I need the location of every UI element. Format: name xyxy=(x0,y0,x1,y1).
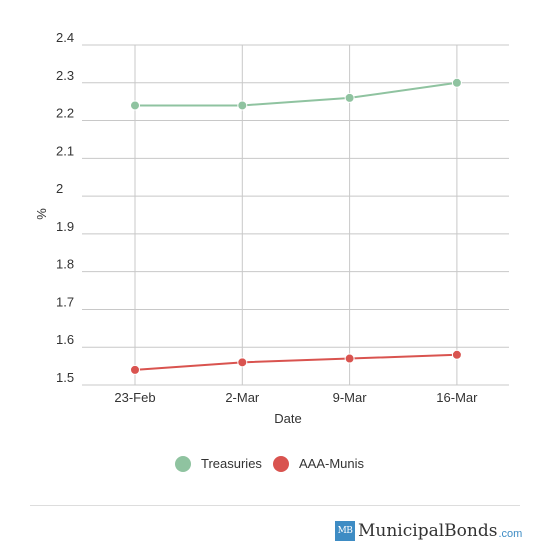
y-tick-label: 2.2 xyxy=(56,106,74,121)
y-tick-label: 1.5 xyxy=(56,370,74,385)
logo-mark-icon: MB xyxy=(335,521,355,541)
legend-label: Treasuries xyxy=(201,456,262,471)
line-chart: 1.5 1.6 1.7 1.8 1.9 2 2.1 2.2 2.3 2.4 23-Feb 2-Mar… xyxy=(34,30,509,472)
data-point xyxy=(237,357,248,368)
x-axis-ticks: 23-Feb 2-Mar 9-Mar 16-Mar xyxy=(114,390,478,405)
logo-text: MunicipalBonds xyxy=(358,521,498,541)
x-tick-label: 23-Feb xyxy=(114,390,155,405)
y-tick-label: 1.8 xyxy=(56,257,74,272)
x-axis-title: Date xyxy=(274,411,301,426)
legend: Treasuries AAA-Munis xyxy=(175,456,365,472)
y-axis-ticks: 1.5 1.6 1.7 1.8 1.9 2 2.1 2.2 2.3 2.4 xyxy=(56,30,74,385)
legend-marker-icon xyxy=(273,456,289,472)
y-tick-label: 1.9 xyxy=(56,219,74,234)
x-tick-label: 2-Mar xyxy=(225,390,260,405)
footer-divider xyxy=(30,505,520,506)
data-point xyxy=(344,353,355,364)
data-point xyxy=(451,77,462,88)
y-tick-label: 2 xyxy=(56,181,63,196)
series-line xyxy=(134,353,457,371)
x-tick-label: 9-Mar xyxy=(333,390,368,405)
x-tick-label: 16-Mar xyxy=(436,390,478,405)
data-point xyxy=(130,364,140,375)
legend-marker-icon xyxy=(175,456,191,472)
y-axis-title: % xyxy=(34,208,49,220)
data-point xyxy=(344,92,355,103)
legend-label: AAA-Munis xyxy=(299,456,365,471)
y-tick-label: 2.4 xyxy=(56,30,74,45)
series-line xyxy=(135,81,458,107)
data-point xyxy=(130,100,140,111)
data-point xyxy=(451,349,462,360)
y-tick-label: 2.1 xyxy=(56,143,74,158)
y-tick-label: 1.7 xyxy=(56,294,74,309)
brand-logo[interactable]: MB MunicipalBonds .com xyxy=(335,520,522,542)
y-tick-label: 2.3 xyxy=(56,68,74,83)
series xyxy=(130,77,462,375)
logo-suffix: .com xyxy=(498,528,523,540)
grid xyxy=(82,44,509,386)
data-point xyxy=(237,100,248,111)
y-tick-label: 1.6 xyxy=(56,332,74,347)
